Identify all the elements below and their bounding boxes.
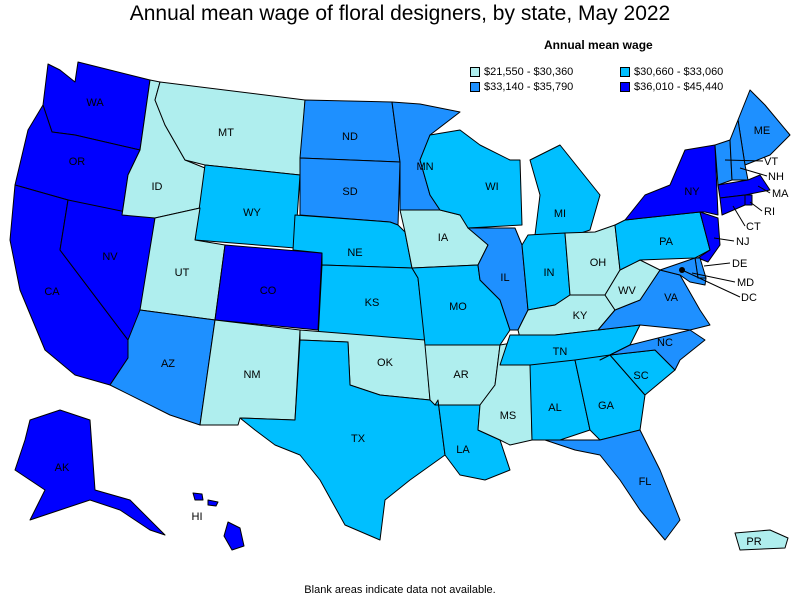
state-ri[interactable] xyxy=(744,194,753,206)
state-label-wv: WV xyxy=(618,285,636,297)
state-nj[interactable] xyxy=(697,211,721,263)
state-label-mn: MN xyxy=(416,161,433,173)
legend-label-tier-2: $30,660 - $33,060 xyxy=(634,66,724,78)
state-label-al: AL xyxy=(548,402,561,414)
state-label-ks: KS xyxy=(365,297,380,309)
state-label-va: VA xyxy=(664,292,679,304)
state-label-pa: PA xyxy=(659,236,674,248)
state-label-mt: MT xyxy=(218,127,234,139)
legend-swatch-tier-4 xyxy=(620,82,630,92)
state-label-dc: DC xyxy=(741,292,757,304)
state-label-wi: WI xyxy=(485,181,498,193)
state-label-nc: NC xyxy=(657,337,673,349)
state-co[interactable] xyxy=(214,244,323,331)
state-vt[interactable] xyxy=(714,139,733,186)
state-mi[interactable] xyxy=(529,144,601,236)
state-label-in: IN xyxy=(544,267,555,279)
state-il[interactable] xyxy=(467,227,529,331)
state-label-nh: NH xyxy=(768,171,784,183)
footnote: Blank areas indicate data not available. xyxy=(304,584,496,596)
state-label-vt: VT xyxy=(764,156,778,168)
state-wi[interactable] xyxy=(419,129,523,229)
state-label-ri: RI xyxy=(764,206,775,218)
ri-leader-line xyxy=(749,201,763,212)
ct-leader-line xyxy=(732,205,746,227)
legend-title: Annual mean wage xyxy=(544,38,653,52)
state-label-ar: AR xyxy=(453,369,468,381)
state-label-nd: ND xyxy=(342,131,358,143)
state-label-nj: NJ xyxy=(736,236,749,248)
state-label-ct: CT xyxy=(746,221,761,233)
legend-item-tier-2: $30,660 - $33,060 xyxy=(620,66,723,78)
state-label-tn: TN xyxy=(553,346,568,358)
md-leader-line xyxy=(691,272,736,283)
state-label-oh: OH xyxy=(590,257,607,269)
state-label-nm: NM xyxy=(243,369,260,381)
state-label-nv: NV xyxy=(102,251,118,263)
nj-leader-line xyxy=(713,237,735,242)
state-label-ia: IA xyxy=(438,232,449,244)
legend-item-tier-3: $33,140 - $35,790 xyxy=(470,81,573,93)
vt-leader-line xyxy=(724,159,764,162)
state-label-fl: FL xyxy=(639,476,652,488)
state-label-sd: SD xyxy=(342,186,357,198)
state-label-pr: PR xyxy=(746,536,761,548)
state-nh[interactable] xyxy=(729,119,749,181)
state-tx[interactable] xyxy=(239,339,446,541)
state-label-ak: AK xyxy=(55,462,70,474)
state-label-ne: NE xyxy=(347,247,362,259)
state-label-il: IL xyxy=(500,272,509,284)
state-label-tx: TX xyxy=(351,433,366,445)
legend-swatch-tier-2 xyxy=(620,67,630,77)
dc-leader-line xyxy=(681,269,741,298)
state-nc[interactable] xyxy=(599,329,706,371)
state-label-la: LA xyxy=(456,444,470,456)
state-label-wa: WA xyxy=(86,97,104,109)
state-label-ut: UT xyxy=(175,267,190,279)
legend-label-tier-1: $21,550 - $30,360 xyxy=(484,66,574,78)
state-pr[interactable] xyxy=(734,529,789,551)
state-hi-island[interactable] xyxy=(207,499,219,507)
state-label-ky: KY xyxy=(573,310,588,322)
state-ct[interactable] xyxy=(719,194,746,216)
de-leader-line xyxy=(703,262,731,267)
state-label-az: AZ xyxy=(161,358,175,370)
state-fl[interactable] xyxy=(544,429,681,541)
state-label-md: MD xyxy=(737,277,754,289)
state-label-ca: CA xyxy=(44,286,60,298)
state-label-me: ME xyxy=(754,125,771,137)
legend-label-tier-4: $36,010 - $45,440 xyxy=(634,81,724,93)
state-label-wy: WY xyxy=(243,207,261,219)
legend-swatch-tier-3 xyxy=(470,82,480,92)
ma-leader-line xyxy=(757,185,771,194)
state-ak[interactable] xyxy=(14,409,166,536)
state-label-or: OR xyxy=(69,156,86,168)
state-label-ny: NY xyxy=(684,186,700,198)
state-label-mi: MI xyxy=(554,208,566,220)
legend-item-tier-1: $21,550 - $30,360 xyxy=(470,66,573,78)
state-label-hi: HI xyxy=(192,511,203,523)
state-label-de: DE xyxy=(732,258,747,270)
state-hi-island[interactable] xyxy=(192,492,204,501)
state-hi[interactable] xyxy=(223,521,245,551)
legend-swatch-tier-1 xyxy=(470,67,480,77)
state-label-ma: MA xyxy=(772,188,789,200)
state-label-ms: MS xyxy=(500,410,517,422)
legend-item-tier-4: $36,010 - $45,440 xyxy=(620,81,723,93)
state-label-ga: GA xyxy=(598,400,615,412)
state-label-id: ID xyxy=(152,181,163,193)
state-label-mo: MO xyxy=(449,301,467,313)
state-ny[interactable] xyxy=(624,144,719,221)
state-label-ok: OK xyxy=(377,357,394,369)
state-label-sc: SC xyxy=(633,370,648,382)
state-label-co: CO xyxy=(260,285,277,297)
legend-label-tier-3: $33,140 - $35,790 xyxy=(484,81,574,93)
map-title: Annual mean wage of floral designers, by… xyxy=(129,2,671,25)
nh-leader-line xyxy=(739,167,768,177)
